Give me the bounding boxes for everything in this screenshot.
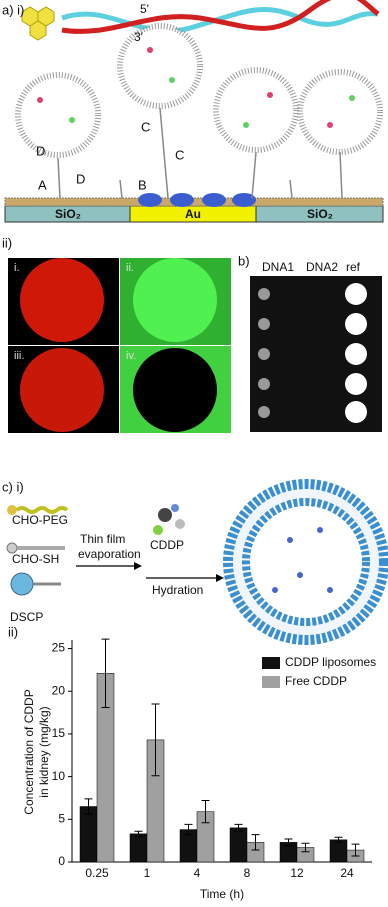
strand-label: 5' <box>140 2 149 16</box>
substrate-label: SiO₂ <box>307 207 333 221</box>
panel-label: c) i) <box>2 479 24 494</box>
column-label: DNA1 <box>262 260 294 274</box>
bar <box>129 833 148 863</box>
schematic-a <box>4 0 384 223</box>
bar <box>329 839 348 863</box>
x-tick-label: 8 <box>244 866 251 880</box>
drug-label: CDDP <box>150 538 184 552</box>
error-bar <box>334 836 343 843</box>
linker-label: D <box>76 171 85 186</box>
x-tick-label: 1 <box>144 866 151 880</box>
error-bar <box>301 842 310 853</box>
bar <box>229 827 248 863</box>
x-tick-label: 12 <box>290 866 304 880</box>
column-label: DNA2 <box>306 260 338 274</box>
error-bar <box>134 830 143 837</box>
substrate-label: SiO₂ <box>55 207 81 221</box>
image-label: iv. <box>126 350 136 362</box>
linker-label: D <box>36 143 45 158</box>
panel-label: ii) <box>2 235 12 250</box>
image-label: iii. <box>14 350 24 362</box>
y-axis-label: Concentration of CDDP <box>22 689 36 814</box>
panel-label: ii) <box>8 624 18 639</box>
y-tick-label: 15 <box>52 726 66 740</box>
legend-swatch <box>262 676 280 688</box>
component-label: CHO-PEG <box>12 513 68 527</box>
error-bar <box>234 823 243 832</box>
linker-label: B <box>138 177 147 192</box>
linker-label: C <box>175 147 184 162</box>
linker-label: A <box>38 177 47 192</box>
x-tick-label: 0.25 <box>85 866 109 880</box>
x-axis-label: Time (h) <box>200 887 244 901</box>
x-tick-label: 24 <box>340 866 354 880</box>
y-tick-label: 0 <box>58 854 65 868</box>
image-label: i. <box>14 262 20 274</box>
blot-dots <box>258 283 367 423</box>
component-label: DSCP <box>10 610 43 624</box>
error-bar <box>101 638 110 708</box>
panel-label: b) <box>238 253 250 268</box>
bar <box>79 806 98 863</box>
y-tick-label: 10 <box>52 769 66 783</box>
legend-label: CDDP liposomes <box>285 655 376 669</box>
error-bar <box>84 798 93 815</box>
error-bar <box>284 838 293 847</box>
y-axis-label: in kidney (mg/kg) <box>37 706 51 797</box>
y-tick-label: 5 <box>58 811 65 825</box>
error-bar <box>151 703 160 777</box>
y-tick-label: 25 <box>52 641 66 655</box>
error-bar <box>201 800 210 824</box>
column-label: ref <box>346 260 361 274</box>
substrate-label: Au <box>185 207 201 221</box>
y-tick-label: 20 <box>52 683 66 697</box>
error-bar <box>351 843 360 857</box>
fluorescence-images <box>8 258 231 433</box>
step-label: Thin film <box>80 532 125 546</box>
error-bar <box>184 823 193 836</box>
step-label: evaporation <box>78 547 141 561</box>
step-label: Hydration <box>152 583 203 597</box>
component-label: CHO-SH <box>12 552 59 566</box>
error-bar <box>251 834 260 851</box>
image-label: ii. <box>126 262 134 274</box>
legend-label: Free CDDP <box>285 674 347 688</box>
linker-label: C <box>141 119 150 134</box>
schematic-c <box>6 479 388 645</box>
strand-label: 3' <box>134 30 143 44</box>
legend-swatch <box>262 657 280 669</box>
panel-label: a) i) <box>2 2 24 17</box>
x-tick-label: 4 <box>194 866 201 880</box>
